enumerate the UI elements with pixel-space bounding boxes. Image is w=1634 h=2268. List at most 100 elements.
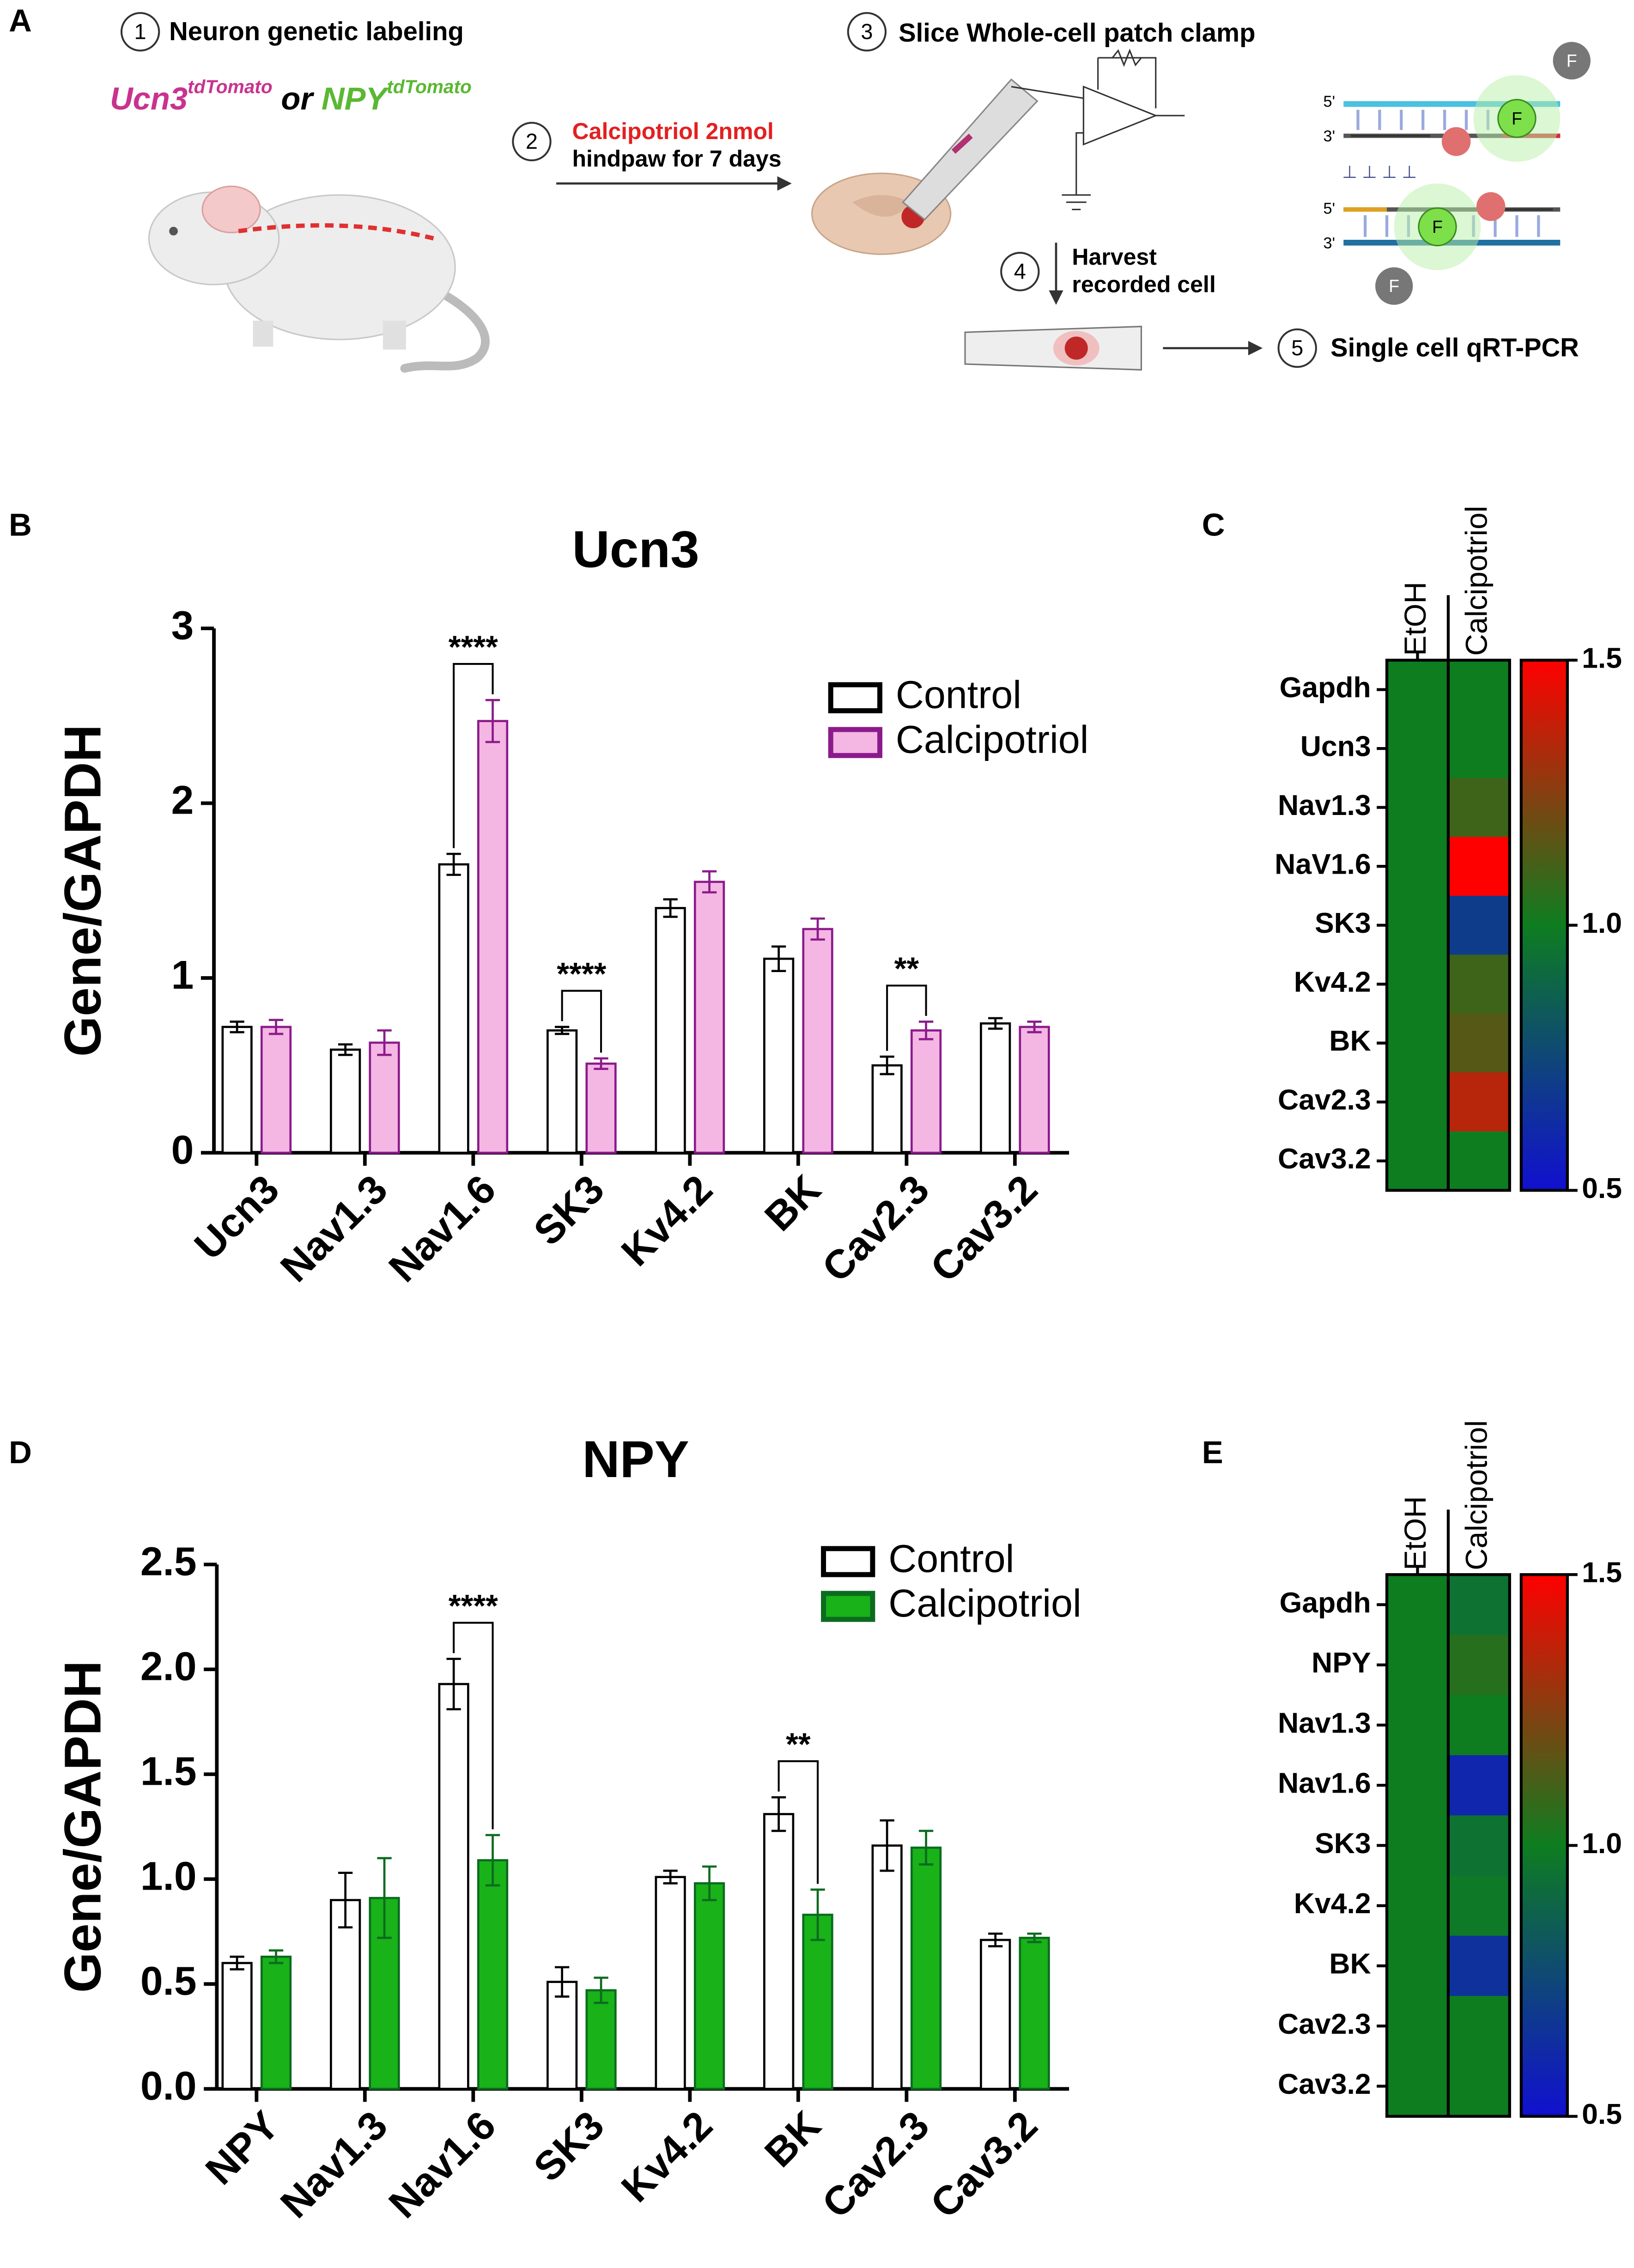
legend-label: Calcipotriol: [896, 717, 1089, 761]
colorbar: [1519, 1573, 1569, 2118]
bar: [260, 1026, 292, 1154]
row-label: BK: [1329, 1948, 1371, 1980]
row-label: Nav1.6: [1278, 1767, 1371, 1800]
step-circle: [512, 122, 552, 162]
y-tick-label: 0.0: [140, 2063, 197, 2108]
colorbar-tick-label: 0.5: [1582, 2098, 1622, 2130]
legend-swatch: [821, 1546, 875, 1577]
significance-label: ****: [449, 1588, 498, 1623]
y-tick-label: 1.5: [140, 1748, 197, 1794]
colorbar: [1519, 658, 1569, 1192]
bar: [980, 1939, 1011, 2090]
heatmap-cell: [1448, 895, 1510, 955]
error-bar: [230, 1955, 244, 1970]
heatmap-cell: [1448, 1635, 1510, 1696]
heatmap-cell: [1387, 1815, 1449, 1876]
bar: [260, 1955, 292, 2090]
error-bar: [268, 1949, 284, 1964]
error-bar: [663, 898, 678, 918]
error-bar: [268, 1019, 284, 1035]
error-bar: [594, 1057, 608, 1070]
arrowhead: [1248, 341, 1263, 356]
step-circle: [120, 12, 160, 52]
significance-bracket: [561, 990, 602, 1053]
heatmap-cell: [1387, 660, 1449, 720]
strand-end: 3': [1323, 128, 1335, 145]
error-bar: [446, 1658, 461, 1710]
bar: [477, 1859, 509, 2090]
column-label: EtOH: [1398, 582, 1432, 656]
x-tick-label: Nav1.3: [272, 1166, 396, 1290]
fluor: F: [1512, 109, 1522, 128]
pipette: [964, 326, 1142, 371]
step-text: Harvest: [1072, 244, 1157, 270]
error-bar: [702, 1865, 717, 1902]
step-number: 2: [526, 129, 538, 153]
row-label: Kv4.2: [1294, 966, 1371, 998]
y-tick-label: 2.5: [140, 1538, 197, 1584]
heatmap-cell: [1448, 778, 1510, 838]
row-label: SK3: [1315, 907, 1371, 939]
bar: [438, 1683, 469, 2090]
x-tick-label: NPY: [197, 2103, 288, 2194]
error-bar: [988, 1017, 1003, 1030]
bar: [221, 1026, 253, 1154]
bar: [1019, 1937, 1050, 2090]
chart-title: Ucn3: [572, 520, 699, 578]
significance-label: ****: [449, 629, 498, 665]
step-number: 1: [134, 19, 146, 43]
mouse: [148, 185, 490, 373]
column-label: EtOH: [1398, 1496, 1432, 1570]
bar: [655, 907, 686, 1154]
row-label: Cav2.3: [1278, 1084, 1371, 1116]
significance-label: **: [894, 951, 919, 986]
legend-swatch: [828, 727, 882, 758]
row-label: Gapdh: [1280, 671, 1371, 704]
x-tick-label: Nav1.6: [380, 2103, 504, 2227]
heatmap-cell: [1387, 1575, 1449, 1636]
step-number: 4: [1014, 259, 1026, 283]
error-bar: [554, 1966, 570, 1998]
svg-text:⊥ ⊥ ⊥ ⊥: ⊥ ⊥ ⊥ ⊥: [1342, 162, 1417, 182]
panel-label: C: [1202, 507, 1225, 542]
x-tick-label: Kv4.2: [613, 1166, 721, 1274]
strand-end: 5': [1323, 200, 1335, 217]
bar: [910, 1846, 942, 2090]
x-tick-label: Kv4.2: [613, 2103, 721, 2211]
heatmap-cell: [1387, 1755, 1449, 1816]
x-tick-label: BK: [756, 1166, 829, 1240]
chart-title: NPY: [582, 1430, 689, 1488]
legend-swatch: [828, 682, 882, 713]
legend-swatch: [821, 1591, 875, 1622]
bar: [693, 1882, 725, 2090]
error-bar: [702, 870, 717, 894]
genotype: Ucn3tdTomato or NPYtdTomato: [110, 76, 472, 116]
row-label: Gapdh: [1280, 1587, 1371, 1619]
significance-bracket: [453, 663, 494, 848]
heatmap-cell: [1387, 1875, 1449, 1936]
heatmap-cell: [1387, 2056, 1449, 2117]
x-tick-label: Nav1.6: [380, 1166, 504, 1290]
heatmap-cell: [1448, 719, 1510, 778]
y-tick-label: 2.0: [140, 1643, 197, 1689]
colorbar-tick-label: 1.5: [1582, 642, 1622, 674]
bar: [871, 1064, 903, 1154]
bar: [547, 1981, 578, 2090]
step-circle: [1000, 252, 1040, 292]
heatmap-cell: [1448, 1935, 1510, 1997]
error-bar: [377, 1857, 392, 1939]
row-label: SK3: [1315, 1827, 1371, 1860]
column-label: Calcipotriol: [1460, 506, 1494, 656]
bar: [477, 720, 509, 1154]
y-axis-label: Gene/GAPDH: [54, 724, 112, 1057]
heatmap-cell: [1387, 1695, 1449, 1756]
colorbar-tick-label: 0.5: [1582, 1172, 1622, 1204]
step-circle: [1277, 328, 1317, 368]
colorbar-tick-label: 1.5: [1582, 1557, 1622, 1589]
panel-label: E: [1202, 1435, 1223, 1470]
row-label: Cav2.3: [1278, 2008, 1371, 2040]
bar: [980, 1022, 1011, 1154]
x-tick-label: Cav2.3: [814, 1166, 938, 1290]
sup: tdTomato: [387, 76, 472, 97]
error-bar: [594, 1976, 608, 2004]
